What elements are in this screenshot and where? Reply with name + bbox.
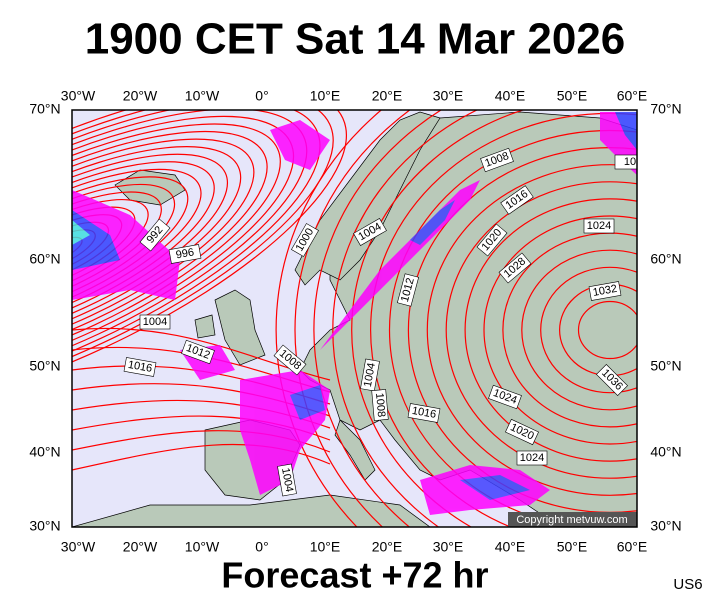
- longitude-label-top: 10°E: [310, 88, 341, 104]
- longitude-label-bottom: 20°W: [123, 539, 158, 555]
- forecast-label: Forecast +72 hr: [221, 555, 488, 596]
- isobar-label: 10: [615, 155, 645, 169]
- latitude-label-right: 70°N: [650, 101, 681, 117]
- longitude-label-bottom: 0°: [255, 539, 268, 555]
- longitude-label-top: 30°E: [433, 88, 464, 104]
- latitude-label-left: 30°N: [29, 518, 60, 534]
- longitude-label-bottom: 40°E: [495, 539, 526, 555]
- longitude-label-top: 40°E: [495, 88, 526, 104]
- longitude-label-bottom: 10°E: [310, 539, 341, 555]
- longitude-label-bottom: 20°E: [372, 539, 403, 555]
- longitude-label-top: 60°E: [617, 88, 648, 104]
- isobar-label-text: 10: [624, 156, 636, 168]
- latitude-label-right: 30°N: [650, 518, 681, 534]
- longitude-label-top: 20°W: [123, 88, 158, 104]
- longitude-label-top: 0°: [255, 88, 268, 104]
- copyright: Copyright metvuw.com: [516, 514, 627, 526]
- title: 1900 CET Sat 14 Mar 2026: [85, 15, 626, 64]
- latitude-label-left: 50°N: [29, 358, 60, 374]
- longitude-label-top: 20°E: [372, 88, 403, 104]
- latitude-label-left: 70°N: [29, 101, 60, 117]
- isobar-label-text: 1024: [587, 220, 611, 232]
- latitude-label-left: 40°N: [29, 444, 60, 460]
- isobar-label: 1024: [584, 219, 614, 233]
- longitude-label-bottom: 60°E: [617, 539, 648, 555]
- isobar-label-text: 1008: [373, 392, 387, 417]
- latitude-label-right: 40°N: [650, 444, 681, 460]
- longitude-label-top: 30°W: [61, 88, 96, 104]
- isobar-label: 1008: [372, 389, 389, 420]
- longitude-label-top: 50°E: [557, 88, 588, 104]
- longitude-label-top: 10°W: [185, 88, 220, 104]
- longitude-label-bottom: 10°W: [185, 539, 220, 555]
- latitude-label-right: 50°N: [650, 358, 681, 374]
- isobar-label: 1004: [140, 315, 170, 329]
- longitude-label-bottom: 30°W: [61, 539, 96, 555]
- latitude-label-left: 60°N: [29, 251, 60, 267]
- isobar-label-text: 1004: [143, 316, 167, 328]
- longitude-label-bottom: 30°E: [433, 539, 464, 555]
- model-code: US6: [673, 576, 702, 593]
- latitude-label-right: 60°N: [650, 251, 681, 267]
- longitude-label-bottom: 50°E: [557, 539, 588, 555]
- isobar-label: 1024: [517, 451, 547, 465]
- isobar-label-text: 1024: [520, 452, 544, 464]
